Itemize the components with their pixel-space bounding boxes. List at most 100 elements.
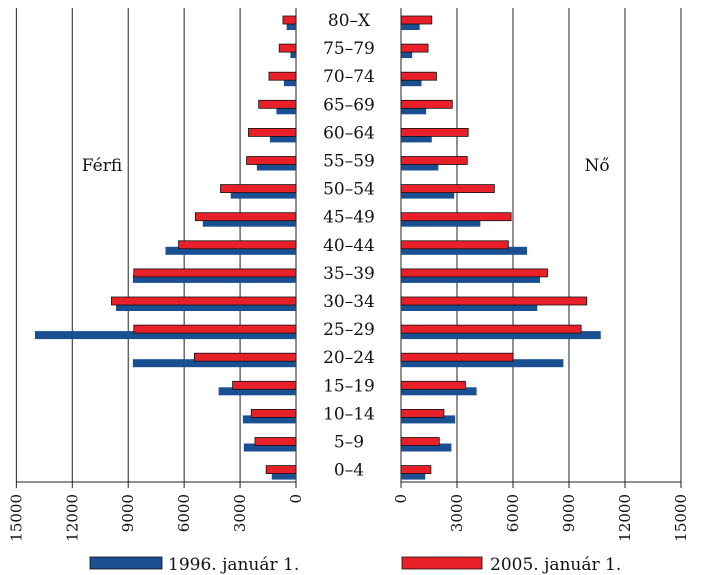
male-bar-2005 [193,352,297,362]
female-bar-1996 [401,471,426,480]
male-bar-1996 [256,162,296,171]
age-group-label: 65–69 [323,95,375,115]
female-bar-2005 [400,240,509,250]
male-bar-1996 [202,218,296,227]
age-group-label: 30–34 [323,292,375,312]
male-bar-1996 [243,443,296,452]
age-group-label: 10–14 [323,404,375,424]
female-panel-label: Nő [584,156,609,176]
female-bar-1996 [401,50,413,59]
female-bar-1996 [401,387,477,396]
age-group-label: 0–4 [334,461,364,481]
female-bar-1996 [401,190,455,199]
female-bar-2005 [400,296,588,306]
male-bar-2005 [278,43,297,53]
male-bar-2005 [194,212,297,222]
age-group-label: 55–59 [323,152,375,172]
female-bar-2005 [400,156,468,165]
female-bar-2005 [400,15,433,25]
female-bar-1996 [401,274,541,283]
male-bar-2005 [133,268,297,278]
male-bar-2005 [282,15,297,25]
legend-label-2005: 2005. január 1. [490,555,621,575]
age-group-label: 15–19 [323,376,375,396]
female-bar-1996 [401,134,432,143]
axes-layer [15,481,682,488]
female-tick-label: 3000 [448,494,466,532]
female-bar-1996 [401,162,439,171]
female-bar-1996 [401,359,564,368]
age-group-label: 75–79 [323,39,375,59]
male-bar-1996 [276,106,296,115]
male-bar-1996 [132,274,296,283]
female-bar-2005 [400,71,437,81]
male-tick-label: 6000 [175,494,193,532]
male-bar-2005 [265,465,297,475]
age-group-label: 45–49 [323,208,375,228]
male-bar-2005 [220,184,297,194]
male-bar-2005 [133,324,297,334]
male-tick-label: 12000 [63,494,81,542]
female-bar-1996 [401,106,427,115]
male-bar-2005 [248,127,297,137]
age-group-label: 5–9 [334,433,364,453]
legend-swatch-2005 [401,556,483,570]
male-tick-label: 9000 [119,494,137,532]
female-bar-1996 [401,303,538,311]
female-bar-2005 [400,380,466,390]
male-tick-label: 15000 [7,494,25,542]
female-bar-2005 [400,437,440,446]
male-bar-2005 [268,71,297,81]
male-bar-1996 [269,134,296,143]
female-bar-2005 [400,212,512,222]
labels-layer: 0 0 3000 3000 6000 6000 9000 9000 12000 12000 1500… [7,11,690,542]
age-group-label: 35–39 [323,264,375,284]
male-bar-1996 [286,22,296,30]
female-bar-1996 [401,331,601,340]
male-bar-2005 [246,156,297,165]
female-tick-label: 15000 [672,494,690,542]
male-bar-2005 [250,408,297,418]
female-bar-2005 [400,184,495,194]
legend: 1996. január 1. 2005. január 1. [89,555,621,575]
female-bar-2005 [400,352,514,362]
female-bar-1996 [401,246,527,255]
age-group-label: 40–44 [323,236,375,256]
male-panel-label: Férfi [82,156,122,176]
female-bar-2005 [400,268,548,278]
male-bar-2005 [254,437,297,446]
legend-label-1996: 1996. január 1. [168,555,299,575]
age-group-label: 70–74 [323,67,375,87]
male-bar-1996 [35,331,296,340]
female-bar-2005 [400,43,429,53]
male-tick-label: 3000 [231,494,249,532]
age-group-label: 25–29 [323,320,375,340]
female-bar-2005 [400,99,453,109]
female-tick-label: 12000 [616,494,634,542]
male-bar-2005 [258,99,297,109]
female-bar-1996 [401,415,456,424]
female-bar-1996 [401,218,481,227]
male-tick-label: 0 [287,494,305,504]
male-bar-1996 [283,78,296,87]
female-bar-2005 [400,127,469,137]
age-group-label: 20–24 [323,348,375,368]
male-bar-1996 [271,471,296,480]
male-bar-1996 [165,246,296,255]
bars-layer [35,15,601,480]
male-bar-1996 [132,359,296,368]
female-bar-1996 [401,443,452,452]
female-tick-label: 0 [392,494,410,504]
male-bar-1996 [218,387,296,396]
female-bar-2005 [400,408,445,418]
age-group-label: 50–54 [323,180,375,200]
male-bar-1996 [230,190,296,199]
male-bar-1996 [242,415,296,424]
male-bar-2005 [232,380,297,390]
male-bar-1996 [116,303,296,311]
female-bar-2005 [400,324,582,334]
female-bar-1996 [401,78,422,87]
female-tick-label: 9000 [560,494,578,532]
female-tick-label: 6000 [504,494,522,532]
